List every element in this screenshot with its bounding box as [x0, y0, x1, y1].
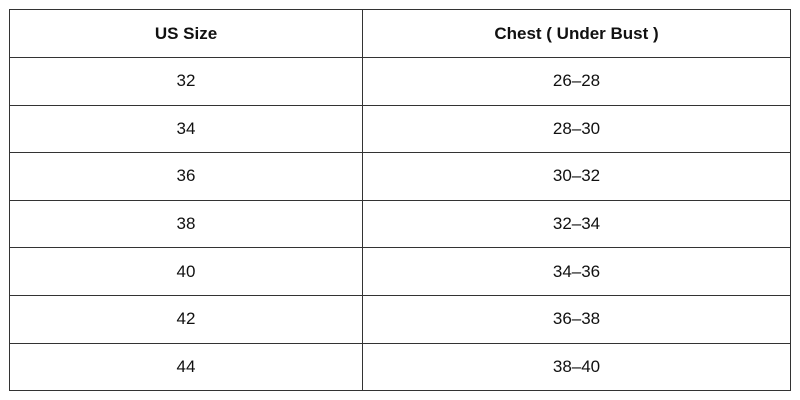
cell-chest: 34–36 [362, 247, 791, 296]
table-row: 42 36–38 [9, 294, 791, 344]
cell-chest: 36–38 [362, 294, 791, 344]
cell-us-size: 34 [9, 104, 363, 154]
cell-chest: 38–40 [362, 342, 791, 392]
table-row: 34 28–30 [9, 104, 791, 154]
cell-chest: 30–32 [362, 152, 791, 201]
cell-us-size: 36 [9, 152, 363, 201]
header-row: US Size Chest ( Under Bust ) [9, 9, 791, 58]
cell-us-size: 42 [9, 294, 363, 344]
cell-us-size: 38 [9, 199, 363, 249]
size-chart-table: US Size Chest ( Under Bust ) 32 26–28 34 28… [9, 9, 791, 392]
table-row: 44 38–40 [9, 342, 791, 392]
cell-us-size: 32 [9, 57, 363, 106]
cell-us-size: 44 [9, 342, 363, 392]
cell-chest: 26–28 [362, 57, 791, 106]
header-us-size: US Size [9, 9, 363, 58]
table-row: 36 30–32 [9, 152, 791, 201]
cell-chest: 28–30 [362, 104, 791, 154]
cell-us-size: 40 [9, 247, 363, 296]
table-row: 38 32–34 [9, 199, 791, 249]
table-row: 32 26–28 [9, 57, 791, 106]
header-chest: Chest ( Under Bust ) [362, 9, 791, 58]
cell-chest: 32–34 [362, 199, 791, 249]
table-row: 40 34–36 [9, 247, 791, 296]
